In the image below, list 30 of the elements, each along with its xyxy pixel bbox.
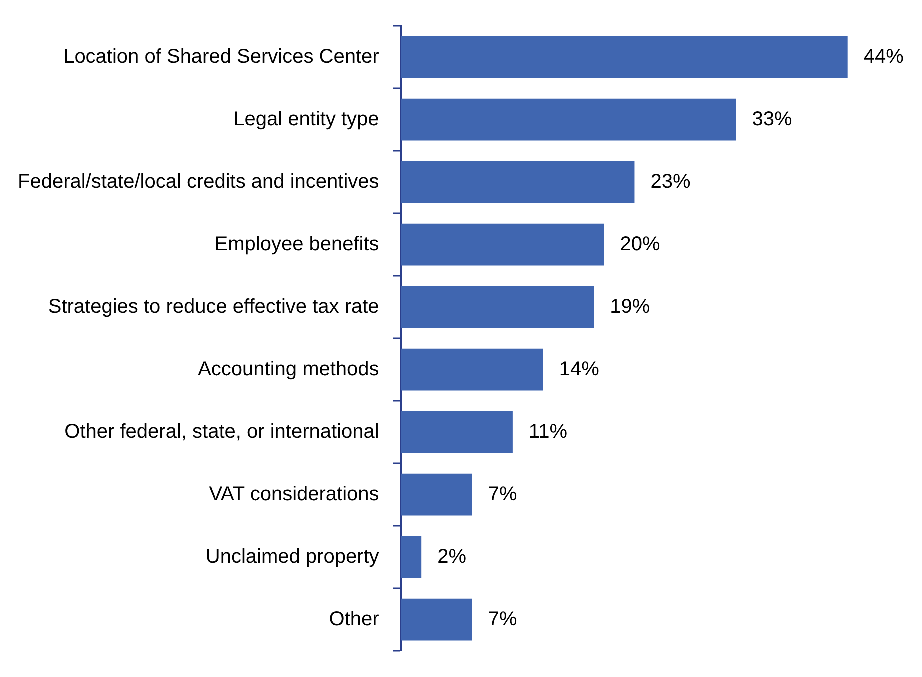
data-label: 7%	[488, 483, 518, 506]
y-tick-label: Strategies to reduce effective tax rate	[48, 296, 380, 318]
y-tick-label: Legal entity type	[234, 108, 380, 130]
bar	[401, 411, 513, 454]
data-label: 2%	[438, 546, 467, 568]
bar	[401, 474, 472, 516]
data-label: 33%	[752, 108, 792, 130]
y-tick-label: Other	[329, 608, 380, 630]
data-label: 23%	[650, 170, 691, 193]
y-tick-label: Other federal, state, or international	[64, 420, 380, 443]
data-label: 44%	[864, 46, 904, 68]
y-tick-label: Federal/state/local credits and incentives	[18, 170, 380, 193]
bar	[401, 286, 594, 328]
bar	[401, 98, 736, 141]
bar	[401, 36, 848, 78]
data-label: 11%	[528, 420, 568, 443]
data-label: 19%	[610, 296, 650, 318]
bar	[401, 224, 604, 266]
data-label: 7%	[488, 608, 518, 630]
y-tick-label: Employee benefits	[214, 233, 380, 256]
data-label: 14%	[559, 358, 600, 380]
data-label: 20%	[620, 233, 661, 256]
y-tick-label: Accounting methods	[198, 358, 380, 380]
y-tick-label: Unclaimed property	[206, 546, 380, 568]
y-tick-label: Location of Shared Services Center	[64, 46, 380, 68]
y-tick-label: VAT considerations	[209, 483, 380, 506]
bar	[401, 598, 472, 641]
bar	[401, 161, 635, 204]
bar	[401, 348, 544, 391]
bar	[401, 536, 422, 578]
